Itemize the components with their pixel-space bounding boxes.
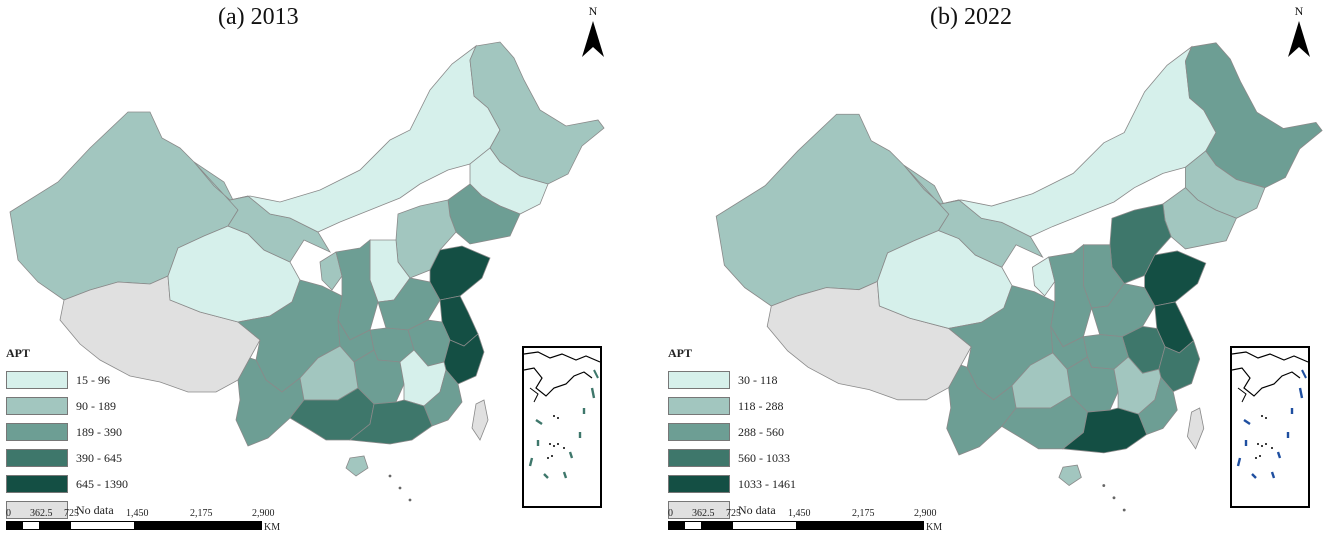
scale-tick: 362.5 [30,508,53,519]
legend-label: No data [76,502,114,517]
scale-tick: 725 [726,508,741,519]
region-heilongjiang [469,41,605,185]
region-hainan [1058,464,1082,487]
legend: APT 30 - 118 118 - 288 288 - 560 560 - 1… [668,346,796,523]
legend-label: 645 - 1390 [76,476,128,491]
north-label: N [1294,4,1304,18]
scale-bar: 0 362.5 725 1,450 2,175 2,900 KM [6,508,286,538]
island-dot [398,486,402,490]
legend-item: 1033 - 1461 [668,471,796,497]
region-guangdong [348,399,433,445]
legend-swatch [6,423,68,441]
region-fujian [423,369,463,427]
legend-swatch [668,397,730,415]
panel-title: (a) 2013 [218,4,299,30]
region-hainan [345,455,369,477]
legend-item: 560 - 1033 [668,445,796,471]
legend-swatch [668,371,730,389]
legend-item: 288 - 560 [668,419,796,445]
scale-tick: 725 [64,508,79,519]
scale-tick: 362.5 [692,508,715,519]
legend-label: 90 - 189 [76,398,116,413]
island-dot [1122,508,1126,512]
scale-unit: KM [926,522,943,533]
legend-title: APT [668,346,692,360]
inset-map [1231,351,1309,479]
legend-item: No data [668,497,796,523]
legend-swatch [6,371,68,389]
region-guangdong [1061,407,1148,454]
legend-label: 390 - 645 [76,450,122,465]
legend: APT 15 - 96 90 - 189 189 - 390 390 - 645… [6,346,128,523]
north-arrow-icon [1288,21,1310,57]
region-taiwan [471,399,489,441]
scale-unit: KM [264,522,281,533]
legend-item: 90 - 189 [6,393,128,419]
legend-swatch [6,501,68,519]
legend-swatch [668,423,730,441]
legend-label: 1033 - 1461 [738,476,796,491]
legend-item: 15 - 96 [6,367,128,393]
south-china-sea-inset [1230,346,1310,508]
legend-title: APT [6,346,30,360]
choropleth-map [9,41,605,502]
scale-tick: 1,450 [788,508,811,519]
legend-item: 390 - 645 [6,445,128,471]
legend-item: 118 - 288 [668,393,796,419]
choropleth-map [715,42,1323,512]
legend-label: 189 - 390 [76,424,122,439]
region-shandong [1144,250,1207,307]
legend-label: 118 - 288 [738,398,784,413]
legend-swatch [668,501,730,519]
panel-title: (b) 2022 [930,4,1012,30]
region-heilongjiang [1184,42,1323,189]
scale-tick: 2,175 [852,508,875,519]
legend-swatch [668,449,730,467]
scale-bar: 0 362.5 725 1,450 2,175 2,900 KM [668,508,948,538]
scale-tick: 0 [668,508,673,519]
legend-swatch [6,397,68,415]
north-arrow: N [1284,4,1314,64]
north-arrow: N [578,4,608,64]
legend-label: 15 - 96 [76,372,110,387]
region-ningxia [319,251,343,291]
legend-swatch [6,449,68,467]
legend-label: 30 - 118 [738,372,778,387]
region-qinghai [876,230,1013,329]
scale-tick: 2,900 [252,508,275,519]
legend-swatch [6,475,68,493]
region-taiwan [1187,407,1205,450]
island-dot [408,498,412,502]
legend-item: 30 - 118 [668,367,796,393]
legend-swatch [668,475,730,493]
island-dot [1112,496,1116,500]
island-dot [1102,484,1106,487]
scale-tick: 2,900 [914,508,937,519]
legend-item: No data [6,497,128,523]
island-dot [388,474,392,478]
scale-tick: 0 [6,508,11,519]
region-fujian [1137,376,1178,436]
region-shandong [429,245,491,301]
north-label: N [588,4,598,18]
south-china-sea-inset [522,346,602,508]
region-ningxia [1031,256,1056,297]
legend-item: 189 - 390 [6,419,128,445]
legend-label: 288 - 560 [738,424,784,439]
panel-2013: (a) 2013 N APT 15 - 96 90 - 189 189 - 39… [0,0,662,554]
inset-map [523,351,601,479]
scale-tick: 2,175 [190,508,213,519]
north-arrow-icon [582,21,604,57]
region-qinghai [167,225,301,323]
legend-label: No data [738,502,776,517]
legend-label: 560 - 1033 [738,450,790,465]
legend-item: 645 - 1390 [6,471,128,497]
scale-tick: 1,450 [126,508,149,519]
panel-2022: (b) 2022 N APT 30 - 118 118 - 288 288 - … [662,0,1324,554]
